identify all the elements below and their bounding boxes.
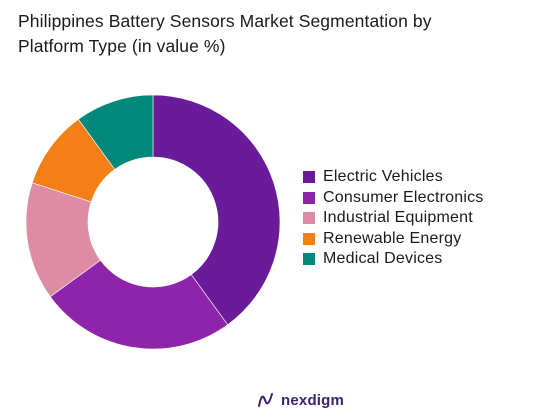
legend-label: Industrial Equipment	[323, 209, 473, 227]
legend-item: Renewable Energy	[303, 229, 484, 250]
legend-swatch	[303, 253, 315, 266]
donut-slice-medical-devices	[77, 94, 154, 170]
nexdigm-logo-icon	[258, 393, 273, 407]
legend-item: Industrial Equipment	[303, 208, 484, 229]
legend-item: Consumer Electronics	[303, 188, 484, 209]
legend-label: Renewable Energy	[323, 229, 462, 247]
legend-swatch	[303, 171, 315, 184]
legend-label: Electric Vehicles	[323, 168, 443, 186]
legend-label: Medical Devices	[323, 250, 443, 268]
donut-slice-consumer-electronics	[49, 259, 229, 350]
chart-title: Philippines Battery Sensors Market Segme…	[18, 9, 548, 59]
legend-item: Medical Devices	[303, 249, 484, 270]
legend-swatch	[303, 191, 315, 204]
legend-label: Consumer Electronics	[323, 188, 484, 206]
chart-title-line-1: Philippines Battery Sensors Market Segme…	[18, 11, 432, 31]
chart-legend: Electric Vehicles Consumer Electronics Ind…	[303, 167, 484, 270]
brand-footer: nexdigm	[256, 390, 344, 410]
chart-title-line-2: Platform Type (in value %)	[18, 36, 226, 56]
donut-slice-electric-vehicles	[152, 94, 281, 326]
legend-swatch	[303, 212, 315, 225]
legend-item: Electric Vehicles	[303, 167, 484, 188]
legend-swatch	[303, 232, 315, 245]
brand-name: nexdigm	[281, 391, 345, 409]
